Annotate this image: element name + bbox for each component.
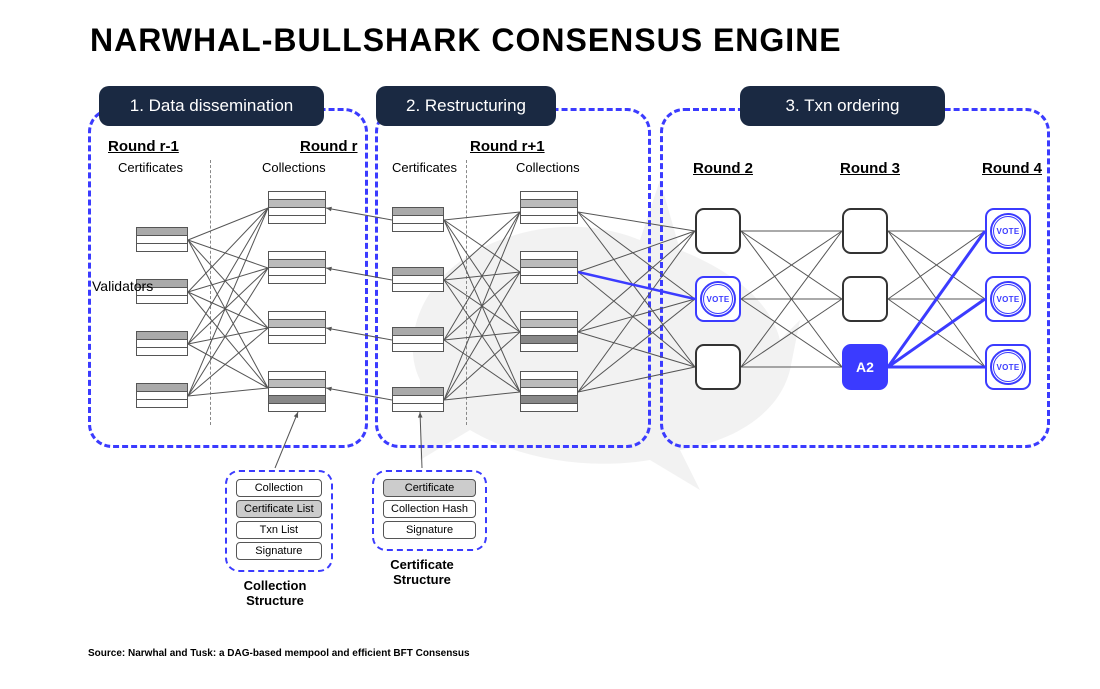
struct-row: Signature <box>236 542 322 560</box>
cert-stack <box>392 268 444 292</box>
struct-row: Certificate <box>383 479 476 497</box>
stage3-header: 3. Txn ordering <box>740 86 945 126</box>
vote-label: VOTE <box>997 295 1020 304</box>
vote-stamp-icon: VOTE <box>700 281 736 317</box>
col-round-2: Round 2 <box>693 160 753 177</box>
collection-stack <box>520 252 578 284</box>
sub-cert-r: Certificates <box>392 160 457 175</box>
struct-row: Txn List <box>236 521 322 539</box>
col-round-r1: Round r+1 <box>470 138 545 155</box>
round-node <box>695 344 741 390</box>
round-node <box>695 208 741 254</box>
vote-stamp-icon: VOTE <box>990 281 1026 317</box>
stage2-header: 2. Restructuring <box>376 86 556 126</box>
sub-cert-rm1: Certificates <box>118 160 183 175</box>
cert-stack <box>136 384 188 408</box>
round-node: VOTE <box>985 344 1031 390</box>
cert-stack <box>392 328 444 352</box>
collection-stack <box>268 372 326 412</box>
struct-row: Collection <box>236 479 322 497</box>
cert-stack <box>392 388 444 412</box>
vote-label: VOTE <box>997 227 1020 236</box>
sub-coll2: Collections <box>516 160 580 175</box>
cert-stack <box>392 208 444 232</box>
collection-stack <box>268 312 326 344</box>
cert-stack <box>136 228 188 252</box>
vote-label: VOTE <box>707 295 730 304</box>
collection-stack <box>520 312 578 352</box>
round-node: VOTE <box>695 276 741 322</box>
collection-stack <box>268 252 326 284</box>
round-node: VOTE <box>985 208 1031 254</box>
sub-coll1: Collections <box>262 160 326 175</box>
struct-row: Signature <box>383 521 476 539</box>
collection-stack <box>520 372 578 412</box>
collection-structure-caption: Collection Structure <box>220 578 330 608</box>
struct-row: Collection Hash <box>383 500 476 518</box>
stage1-header: 1. Data dissemination <box>99 86 324 126</box>
collection-stack <box>268 192 326 224</box>
round-node <box>842 208 888 254</box>
vote-stamp-icon: VOTE <box>990 213 1026 249</box>
validators-label: Validators <box>92 278 153 294</box>
certificate-structure-box: Certificate Collection Hash Signature <box>372 470 487 551</box>
round-node <box>842 276 888 322</box>
col-round-r-1: Round r-1 <box>108 138 179 155</box>
collection-structure-box: Collection Certificate List Txn List Signat… <box>225 470 333 572</box>
page-title: NARWHAL-BULLSHARK CONSENSUS ENGINE <box>90 22 842 59</box>
certificate-structure-caption: Certificate Structure <box>367 557 477 587</box>
col-round-4: Round 4 <box>982 160 1042 177</box>
col-round-r: Round r <box>300 138 358 155</box>
anchor-node: A2 <box>842 344 888 390</box>
round-node: VOTE <box>985 276 1031 322</box>
col-round-3: Round 3 <box>840 160 900 177</box>
vdash-2 <box>466 160 467 425</box>
cert-stack <box>136 332 188 356</box>
struct-row: Certificate List <box>236 500 322 518</box>
collection-stack <box>520 192 578 224</box>
vote-stamp-icon: VOTE <box>990 349 1026 385</box>
vdash-1 <box>210 160 211 425</box>
vote-label: VOTE <box>997 363 1020 372</box>
source-citation: Source: Narwhal and Tusk: a DAG-based me… <box>88 648 470 659</box>
